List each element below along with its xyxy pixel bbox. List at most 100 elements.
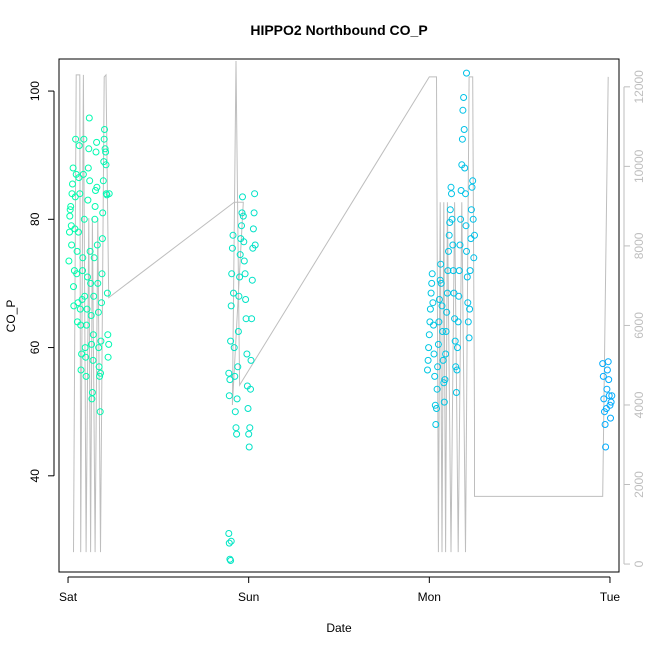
data-point <box>436 276 444 284</box>
data-point <box>85 145 93 153</box>
data-point <box>227 557 235 564</box>
data-point <box>225 392 233 400</box>
data-point <box>100 135 108 143</box>
data-point <box>454 318 462 326</box>
x-axis-label: Date <box>326 621 352 635</box>
data-point <box>427 289 435 297</box>
data-point <box>66 212 74 220</box>
data-point <box>433 405 440 412</box>
data-point <box>458 135 466 143</box>
data-point <box>240 238 248 246</box>
data-point <box>440 398 448 406</box>
data-point <box>89 356 97 364</box>
data-point <box>448 215 456 223</box>
y2-tick-label: 8000 <box>632 232 646 259</box>
data-point <box>93 241 101 249</box>
data-point <box>244 405 252 412</box>
data-point-layer <box>65 69 616 564</box>
data-point <box>429 299 437 307</box>
data-point <box>467 206 475 214</box>
data-point <box>94 279 102 287</box>
data-point <box>449 241 457 249</box>
data-point <box>105 340 113 348</box>
data-point <box>600 395 608 403</box>
data-point <box>432 421 440 428</box>
data-point <box>466 305 474 313</box>
data-point <box>248 276 256 284</box>
data-point <box>97 337 105 345</box>
data-point <box>92 187 99 194</box>
data-point <box>104 353 112 361</box>
data-point <box>604 358 612 366</box>
data-point <box>226 376 234 384</box>
data-point <box>91 203 99 210</box>
data-point <box>247 356 255 364</box>
data-point <box>442 350 450 358</box>
data-point <box>240 257 248 265</box>
data-point <box>246 424 254 432</box>
data-point <box>238 222 245 230</box>
data-point <box>102 161 110 169</box>
data-point <box>95 344 103 352</box>
x-tick-label: Sun <box>238 590 259 604</box>
y2-tick-label: 10000 <box>632 149 646 183</box>
data-point <box>75 228 82 236</box>
data-point <box>601 421 609 428</box>
data-point <box>98 299 105 307</box>
y2-axis: 0 2000 4000 6000 8000 10000 12000 <box>623 70 646 567</box>
data-point <box>96 372 104 380</box>
data-point <box>424 356 432 364</box>
data-point <box>441 376 449 384</box>
y-tick-label: 40 <box>28 469 42 483</box>
data-point <box>251 190 259 198</box>
data-point <box>447 183 455 191</box>
data-point <box>105 190 113 198</box>
data-point <box>227 537 235 545</box>
data-point <box>469 177 477 185</box>
data-point <box>251 241 259 249</box>
data-point <box>605 376 613 384</box>
data-point <box>75 174 83 182</box>
data-point <box>431 401 439 409</box>
data-point <box>443 308 451 316</box>
y-tick-label: 100 <box>28 81 42 101</box>
data-point <box>96 408 104 416</box>
data-point <box>93 183 101 191</box>
data-point <box>250 209 258 217</box>
data-point <box>70 302 78 310</box>
data-point <box>431 372 439 380</box>
data-point <box>453 366 461 374</box>
data-point <box>82 372 90 380</box>
data-point <box>605 392 613 400</box>
data-point <box>79 254 87 262</box>
data-point <box>225 369 233 377</box>
x-axis: Sat Sun Mon Tue <box>59 576 621 604</box>
data-point <box>238 209 246 217</box>
data-point <box>463 69 470 77</box>
x-tick-label: Tue <box>600 590 621 604</box>
data-point <box>233 395 241 403</box>
data-point <box>94 308 102 316</box>
data-point <box>451 337 459 345</box>
data-point <box>229 231 237 239</box>
data-point <box>234 328 242 335</box>
data-point <box>245 443 253 451</box>
data-point <box>464 299 472 307</box>
data-point <box>84 273 91 281</box>
data-point <box>102 148 110 156</box>
data-point <box>426 318 434 326</box>
data-point <box>231 408 239 416</box>
data-point <box>236 251 244 259</box>
data-point <box>83 321 90 329</box>
data-point <box>435 318 443 326</box>
data-point <box>235 292 243 300</box>
data-point <box>607 414 614 422</box>
y2-tick-label: 12000 <box>632 70 646 104</box>
data-point <box>462 222 470 230</box>
data-point <box>599 372 607 380</box>
data-point <box>97 369 104 377</box>
y-tick-label: 80 <box>28 212 42 226</box>
data-point <box>452 389 460 396</box>
data-point <box>230 289 237 297</box>
